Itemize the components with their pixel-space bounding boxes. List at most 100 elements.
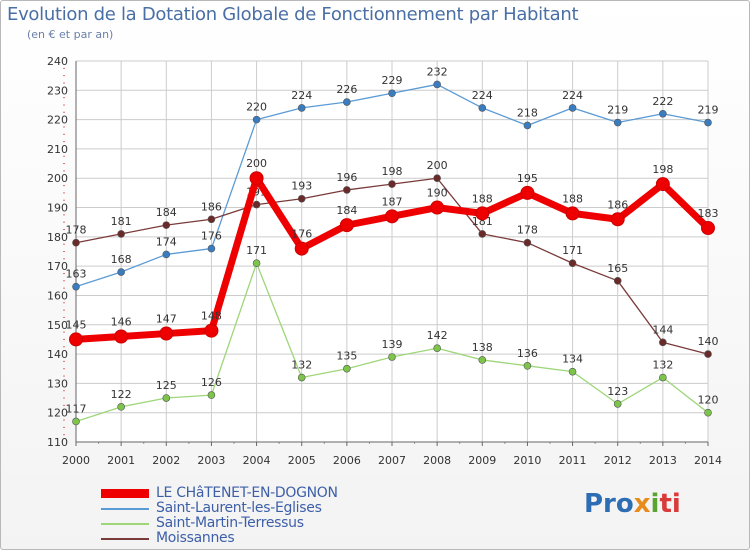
data-label-moissannes: 181 <box>111 215 132 228</box>
data-label-saint-martin-terressus: 138 <box>472 341 493 354</box>
legend-label-saint-laurent: Saint-Laurent-les-Eglises <box>156 500 322 516</box>
data-label-le-ch-tenet-en-dognon: 190 <box>427 187 448 200</box>
data-label-le-ch-tenet-en-dognon: 188 <box>472 192 493 205</box>
data-point-saint-laurent-les-eglises <box>433 80 441 89</box>
data-label-saint-laurent-les-eglises: 220 <box>246 101 267 114</box>
legend-item-saint-martin: Saint-Martin-Terressus <box>101 516 338 531</box>
data-point-saint-martin-terressus <box>704 408 712 417</box>
data-label-moissannes: 184 <box>156 206 177 219</box>
data-point-moissannes <box>523 238 532 247</box>
data-point-le-ch-tenet-en-dognon <box>655 177 670 192</box>
data-point-le-ch-tenet-en-dognon <box>204 323 219 338</box>
data-label-moissannes: 200 <box>427 159 448 172</box>
data-point-saint-laurent-les-eglises <box>388 89 396 98</box>
data-point-le-ch-tenet-en-dognon <box>475 206 490 221</box>
data-label-saint-martin-terressus: 171 <box>246 244 267 257</box>
proxiti-logo: Proxiti <box>584 489 681 519</box>
data-label-le-ch-tenet-en-dognon: 146 <box>111 315 132 328</box>
data-point-moissannes <box>613 277 622 285</box>
data-point-moissannes <box>117 230 125 238</box>
data-label-le-ch-tenet-en-dognon: 188 <box>562 192 583 205</box>
x-tick-label: 2000 <box>62 454 90 467</box>
data-label-saint-laurent-les-eglises: 219 <box>698 104 719 117</box>
x-tick-label: 2010 <box>513 454 541 467</box>
x-tick-label: 2007 <box>378 454 406 467</box>
data-point-saint-martin-terressus <box>659 373 667 382</box>
legend-label-chatenet: LE CHâTENET-EN-DOGNON <box>156 485 338 501</box>
x-tick-label: 2004 <box>243 454 271 467</box>
data-label-saint-martin-terressus: 132 <box>652 359 673 372</box>
x-tick-label: 2012 <box>604 454 632 467</box>
data-point-le-ch-tenet-en-dognon <box>159 326 174 341</box>
data-label-saint-martin-terressus: 132 <box>291 359 312 372</box>
x-tick-label: 2009 <box>468 454 496 467</box>
legend-item-saint-laurent: Saint-Laurent-les-Eglises <box>101 501 338 516</box>
data-label-le-ch-tenet-en-dognon: 145 <box>66 318 87 331</box>
y-tick-label: 130 <box>47 377 68 390</box>
data-point-moissannes <box>388 180 396 188</box>
data-label-saint-martin-terressus: 136 <box>517 347 538 360</box>
y-tick-label: 120 <box>47 407 68 420</box>
data-label-le-ch-tenet-en-dognon: 147 <box>156 313 177 326</box>
y-tick-label: 240 <box>47 55 68 68</box>
data-label-saint-martin-terressus: 120 <box>698 394 719 407</box>
data-label-moissannes: 178 <box>517 224 538 237</box>
legend-item-moissannes: Moissannes <box>101 531 338 546</box>
data-label-saint-martin-terressus: 117 <box>66 402 87 415</box>
data-point-saint-laurent-les-eglises <box>252 115 261 124</box>
data-point-le-ch-tenet-en-dognon <box>114 329 129 344</box>
x-tick-label: 2005 <box>288 454 316 467</box>
data-point-le-ch-tenet-en-dognon <box>339 218 354 233</box>
data-label-moissannes: 165 <box>607 262 628 275</box>
data-point-le-ch-tenet-en-dognon <box>565 206 580 221</box>
data-point-saint-laurent-les-eglises <box>72 282 80 291</box>
legend-item-chatenet: LE CHâTENET-EN-DOGNON <box>101 486 338 501</box>
data-label-le-ch-tenet-en-dognon: 186 <box>607 198 628 211</box>
data-label-moissannes: 196 <box>336 171 357 184</box>
data-point-le-ch-tenet-en-dognon <box>249 171 264 186</box>
data-label-saint-martin-terressus: 142 <box>427 329 448 342</box>
data-label-moissannes: 181 <box>472 215 493 228</box>
data-label-saint-laurent-les-eglises: 163 <box>66 268 87 281</box>
data-point-saint-martin-terressus <box>297 373 306 382</box>
data-label-saint-laurent-les-eglises: 219 <box>607 104 628 117</box>
data-label-moissannes: 171 <box>562 244 583 257</box>
data-point-saint-martin-terressus <box>343 364 351 373</box>
data-label-moissannes: 144 <box>652 323 673 336</box>
data-point-saint-martin-terressus <box>613 400 622 408</box>
legend-label-saint-martin: Saint-Martin-Terressus <box>156 515 304 531</box>
data-point-le-ch-tenet-en-dognon <box>520 185 535 200</box>
y-tick-label: 170 <box>47 260 68 273</box>
data-label-le-ch-tenet-en-dognon: 183 <box>698 207 719 220</box>
x-tick-label: 2013 <box>649 454 677 467</box>
y-tick-label: 110 <box>47 436 68 449</box>
chart-title: Evolution de la Dotation Globale de Fonc… <box>7 4 579 25</box>
data-label-le-ch-tenet-en-dognon: 200 <box>246 157 267 170</box>
data-label-saint-laurent-les-eglises: 174 <box>156 235 177 248</box>
y-tick-label: 180 <box>47 231 68 244</box>
data-point-le-ch-tenet-en-dognon <box>610 212 625 227</box>
data-label-saint-laurent-les-eglises: 226 <box>336 83 357 96</box>
data-label-le-ch-tenet-en-dognon: 198 <box>652 163 673 176</box>
data-point-moissannes <box>704 350 712 358</box>
data-label-saint-martin-terressus: 126 <box>201 376 222 389</box>
data-label-saint-martin-terressus: 123 <box>607 385 628 398</box>
data-point-saint-martin-terressus <box>162 394 171 402</box>
data-point-moissannes <box>162 221 171 229</box>
data-point-le-ch-tenet-en-dognon <box>430 200 445 215</box>
data-point-moissannes <box>659 338 667 347</box>
data-point-saint-martin-terressus <box>117 403 125 411</box>
legend: LE CHâTENET-EN-DOGNON Saint-Laurent-les-… <box>101 486 338 546</box>
data-label-moissannes: 193 <box>291 180 312 193</box>
data-point-moissannes <box>343 186 351 194</box>
y-tick-label: 230 <box>47 84 68 97</box>
y-tick-label: 140 <box>47 348 68 361</box>
data-point-moissannes <box>297 194 306 203</box>
data-point-saint-laurent-les-eglises <box>523 121 532 130</box>
legend-swatch-saint-martin <box>101 522 149 525</box>
data-point-le-ch-tenet-en-dognon <box>701 221 715 236</box>
data-point-saint-laurent-les-eglises <box>162 250 171 259</box>
data-point-moissannes <box>252 200 261 209</box>
data-point-saint-laurent-les-eglises <box>704 118 712 127</box>
